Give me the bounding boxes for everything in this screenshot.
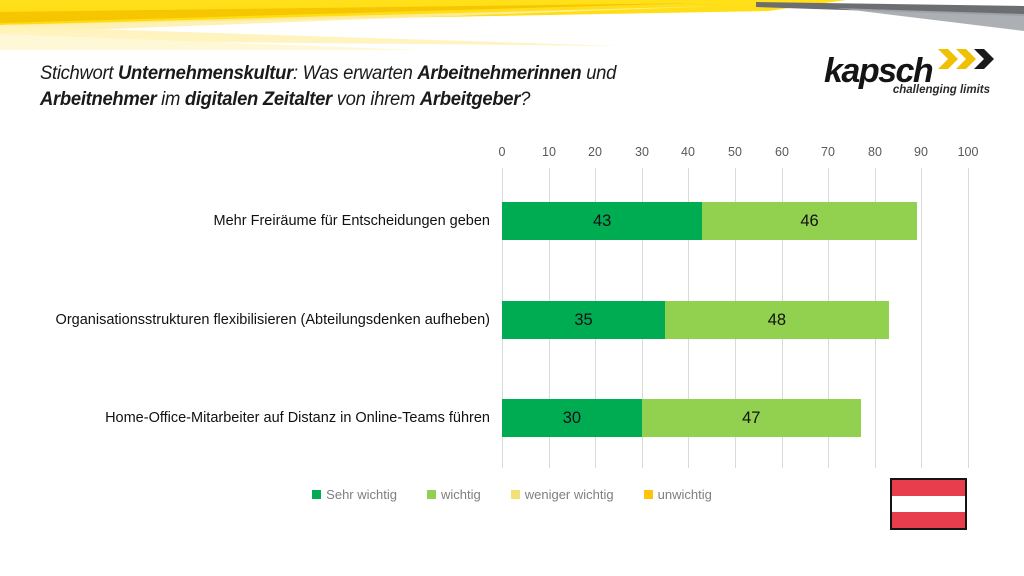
kapsch-chevrons-icon [936, 49, 998, 76]
kapsch-tagline: challenging limits [892, 84, 990, 96]
x-axis-tick-label: 0 [498, 145, 506, 159]
bar-segment-sehr-wichtig: 35 [502, 301, 666, 339]
bar-value-label: 30 [562, 408, 582, 427]
legend-item-wichtig: wichtig [426, 487, 481, 502]
flag-stripe-red [892, 512, 965, 528]
legend-label: wichtig [440, 487, 481, 502]
legend-swatch [643, 490, 653, 499]
bar-row: 35 48 [502, 301, 889, 339]
bar-segment-wichtig: 46 [702, 202, 917, 240]
bar-value-label: 46 [800, 211, 819, 230]
kapsch-wordmark: kapsch [824, 52, 934, 90]
bar-value-label: 43 [593, 211, 612, 230]
flag-stripe-white [892, 496, 965, 512]
bar-value-label: 47 [742, 408, 761, 427]
chart-legend: Sehr wichtig wichtig weniger wichtig unw… [0, 487, 1024, 502]
legend-item-sehr-wichtig: Sehr wichtig [312, 487, 397, 502]
bar-segment-sehr-wichtig: 43 [502, 202, 703, 240]
category-label: Organisationsstrukturen flexibilisieren … [55, 312, 490, 328]
x-axis-tick-label: 90 [914, 145, 928, 159]
gridline [921, 168, 922, 468]
title-line-2: Arbeitnehmer im digitalen Zeitalter von … [40, 89, 531, 110]
category-label: Mehr Freiräume für Entscheidungen geben [213, 213, 490, 229]
legend-label: Sehr wichtig [326, 487, 397, 502]
x-axis-tick-label: 80 [868, 145, 882, 159]
x-axis-tick-label: 20 [588, 145, 602, 159]
legend-swatch [510, 490, 520, 499]
kapsch-logo: kapsch challenging limits [824, 49, 995, 96]
legend-item-weniger-wichtig: weniger wichtig [510, 487, 614, 502]
slide-title: Stichwort Unternehmenskultur: Was erwart… [40, 61, 700, 113]
bar-value-label: 35 [574, 310, 593, 329]
x-axis-tick-label: 50 [728, 145, 742, 159]
x-axis-tick-label: 100 [957, 145, 979, 159]
x-axis-tick-label: 60 [775, 145, 789, 159]
bar-row: 30 47 [502, 399, 861, 437]
x-axis-tick-label: 40 [681, 145, 695, 159]
flag-stripe-red [892, 480, 965, 496]
bar-segment-wichtig: 48 [665, 301, 889, 339]
x-axis-tick-label: 10 [542, 145, 556, 159]
legend-item-unwichtig: unwichtig [643, 487, 712, 502]
bar-value-label: 48 [767, 310, 787, 329]
gridline [968, 168, 969, 468]
category-label: Home-Office-Mitarbeiter auf Distanz in O… [105, 410, 490, 426]
legend-swatch [312, 490, 322, 499]
x-axis-tick-label: 30 [635, 145, 649, 159]
title-line-1: Stichwort Unternehmenskultur: Was erwart… [40, 63, 617, 84]
legend-label: unwichtig [657, 487, 712, 502]
bar-row: 43 46 [502, 202, 917, 240]
bar-segment-sehr-wichtig: 30 [502, 399, 642, 437]
legend-label: weniger wichtig [524, 487, 614, 502]
bar-segment-wichtig: 47 [641, 399, 861, 437]
austria-flag [890, 478, 967, 530]
x-axis-tick-label: 70 [821, 145, 835, 159]
legend-swatch [426, 490, 436, 499]
